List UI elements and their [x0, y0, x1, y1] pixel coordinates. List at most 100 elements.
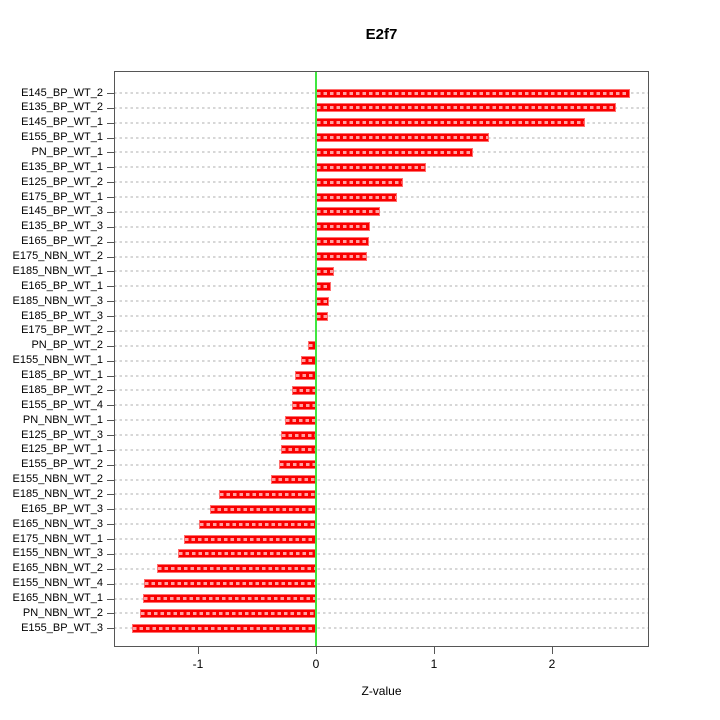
- gridline: [114, 523, 649, 526]
- gridline: [114, 374, 649, 377]
- y-axis-label: E185_NBN_WT_3: [12, 294, 104, 307]
- y-axis-label: E155_BP_WT_1: [21, 131, 103, 144]
- bar: [285, 415, 316, 425]
- y-axis-tick: [107, 345, 114, 347]
- y-axis-tick: [107, 301, 114, 303]
- x-axis-tick: [434, 647, 435, 654]
- y-axis-tick: [107, 107, 114, 109]
- y-axis-tick: [107, 628, 114, 630]
- gridline: [114, 612, 649, 615]
- bar: [219, 489, 316, 499]
- y-axis-label: E125_BP_WT_2: [21, 175, 103, 188]
- y-axis-label: E155_NBN_WT_2: [12, 473, 104, 486]
- gridline: [114, 255, 649, 258]
- gridline: [114, 315, 649, 318]
- y-axis-label: E185_NBN_WT_2: [12, 487, 104, 500]
- y-axis-tick: [107, 152, 114, 154]
- y-axis-tick: [107, 256, 114, 258]
- y-axis-label: E175_BP_WT_1: [21, 190, 103, 203]
- y-axis-tick: [107, 598, 114, 600]
- y-axis-tick: [107, 553, 114, 555]
- zero-line: [315, 71, 317, 647]
- bar: [156, 564, 316, 574]
- gridline: [114, 225, 649, 228]
- y-axis-label: E165_BP_WT_1: [21, 279, 103, 292]
- y-axis-label: E165_NBN_WT_1: [12, 592, 104, 605]
- bar: [316, 296, 329, 306]
- bar: [131, 623, 316, 633]
- y-axis-label: E155_NBN_WT_3: [12, 547, 104, 560]
- y-axis-tick: [107, 509, 114, 511]
- y-axis-tick: [107, 464, 114, 466]
- y-axis-label: E145_BP_WT_1: [21, 116, 103, 129]
- y-axis-tick: [107, 479, 114, 481]
- y-axis-label: E135_BP_WT_2: [21, 101, 103, 114]
- gridline: [114, 419, 649, 422]
- y-axis-tick: [107, 286, 114, 288]
- gridline: [114, 359, 649, 362]
- y-axis-label: E125_BP_WT_3: [21, 428, 103, 441]
- bar: [143, 579, 316, 589]
- y-axis-tick: [107, 539, 114, 541]
- bar: [316, 252, 367, 262]
- y-axis-label: E185_BP_WT_1: [21, 369, 103, 382]
- gridline: [114, 285, 649, 288]
- y-axis-label: E155_BP_WT_2: [21, 458, 103, 471]
- gridline: [114, 597, 649, 600]
- bar: [294, 371, 316, 381]
- y-axis-label: E165_NBN_WT_3: [12, 517, 104, 530]
- y-axis-tick: [107, 241, 114, 243]
- gridline: [114, 300, 649, 303]
- gridline: [114, 389, 649, 392]
- y-axis-tick: [107, 330, 114, 332]
- bar: [316, 88, 630, 98]
- gridline: [114, 210, 649, 213]
- bar: [316, 192, 398, 202]
- gridline: [114, 567, 649, 570]
- x-axis-tick-label: 1: [430, 657, 438, 671]
- bar: [316, 266, 334, 276]
- y-axis-label: E155_NBN_WT_4: [12, 577, 104, 590]
- y-axis-label: E165_NBN_WT_2: [12, 562, 104, 575]
- bar: [140, 608, 316, 618]
- bar: [316, 103, 616, 113]
- gridline: [114, 552, 649, 555]
- gridline: [114, 270, 649, 273]
- bar: [316, 118, 586, 128]
- y-axis-label: E175_NBN_WT_2: [12, 250, 104, 263]
- bar: [280, 445, 316, 455]
- y-axis-label: E155_BP_WT_3: [21, 621, 103, 634]
- y-axis-tick: [107, 583, 114, 585]
- bar: [316, 237, 370, 247]
- bar: [177, 549, 316, 559]
- gridline: [114, 538, 649, 541]
- bar: [316, 177, 404, 187]
- y-axis-label: E165_BP_WT_2: [21, 235, 103, 248]
- x-axis-tick-label: 2: [548, 657, 556, 671]
- y-axis-label: E155_NBN_WT_1: [12, 354, 104, 367]
- y-axis-label: E165_BP_WT_3: [21, 502, 103, 515]
- bar: [279, 460, 316, 470]
- gridline: [114, 478, 649, 481]
- bar: [316, 147, 473, 157]
- y-axis-tick: [107, 316, 114, 318]
- bar: [316, 311, 328, 321]
- y-axis-tick: [107, 420, 114, 422]
- gridline: [114, 493, 649, 496]
- gridline: [114, 434, 649, 436]
- y-axis-tick: [107, 211, 114, 213]
- bar: [316, 162, 426, 172]
- x-axis-tick: [552, 647, 553, 654]
- gridline: [114, 240, 649, 243]
- gridline: [114, 404, 649, 407]
- y-axis-label: E155_BP_WT_4: [21, 398, 103, 411]
- bar: [292, 385, 316, 395]
- y-axis-tick: [107, 494, 114, 496]
- bar: [271, 475, 316, 485]
- gridline: [114, 448, 649, 451]
- y-axis-label: E145_BP_WT_2: [21, 86, 103, 99]
- bar: [183, 534, 316, 544]
- y-axis-tick: [107, 167, 114, 169]
- y-axis-tick: [107, 449, 114, 451]
